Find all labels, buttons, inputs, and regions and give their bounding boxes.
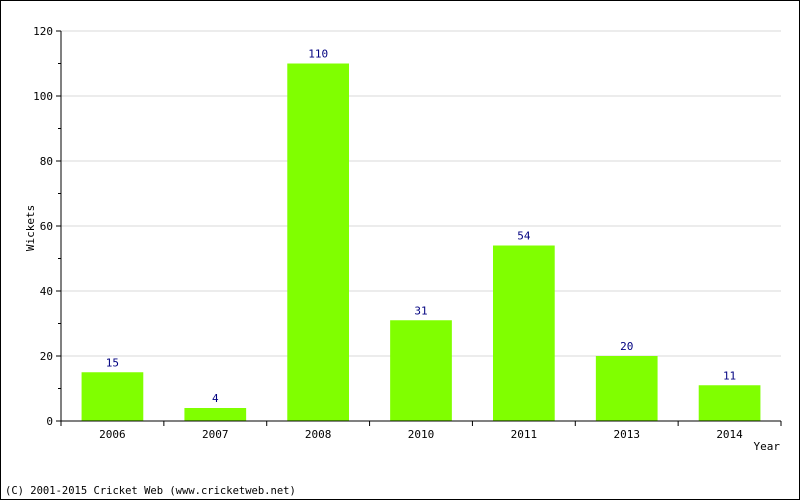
y-tick-labels: 0 20 40 60 80 100 120 — [33, 25, 61, 428]
x-tick-label-2014: 2014 — [716, 428, 743, 441]
y-tick-label: 40 — [40, 285, 53, 298]
bar-2013 — [595, 356, 658, 421]
y-axis-title: Wickets — [24, 205, 37, 251]
y-tick-label: 100 — [33, 90, 53, 103]
x-tick-label-2008: 2008 — [305, 428, 332, 441]
y-tick-label: 20 — [40, 350, 53, 363]
bar-2010 — [390, 320, 452, 421]
y-tick-label: 120 — [33, 25, 53, 38]
bars — [81, 63, 761, 421]
gridlines — [61, 30, 781, 357]
y-tick-label: 0 — [46, 415, 53, 428]
y-tick-label: 60 — [40, 220, 53, 233]
x-tick-label-2013: 2013 — [613, 428, 640, 441]
data-label-2007: 4 — [212, 392, 219, 405]
data-labels: 15 4 110 31 54 20 11 — [106, 48, 736, 406]
x-tick-labels: 2006 2007 2008 2010 2011 2013 2014 — [60, 421, 782, 441]
data-label-2011: 54 — [517, 230, 531, 243]
bar-2014 — [698, 385, 761, 421]
x-tick-label-2007: 2007 — [202, 428, 229, 441]
data-label-2006: 15 — [106, 356, 119, 369]
data-label-2013: 20 — [620, 340, 633, 353]
bar-2007 — [184, 408, 247, 421]
x-tick-label-2010: 2010 — [408, 428, 435, 441]
copyright-text: (C) 2001-2015 Cricket Web (www.cricketwe… — [5, 485, 296, 497]
bar-2011 — [493, 245, 555, 421]
data-label-2010: 31 — [414, 304, 427, 317]
y-tick-label: 80 — [40, 155, 53, 168]
data-label-2008: 110 — [308, 48, 328, 61]
bar-2008 — [287, 63, 349, 421]
bar-2006 — [81, 372, 144, 421]
x-tick-label-2011: 2011 — [511, 428, 538, 441]
x-tick-label-2006: 2006 — [99, 428, 126, 441]
data-label-2014: 11 — [723, 369, 736, 382]
x-axis-title: Year — [754, 440, 781, 453]
